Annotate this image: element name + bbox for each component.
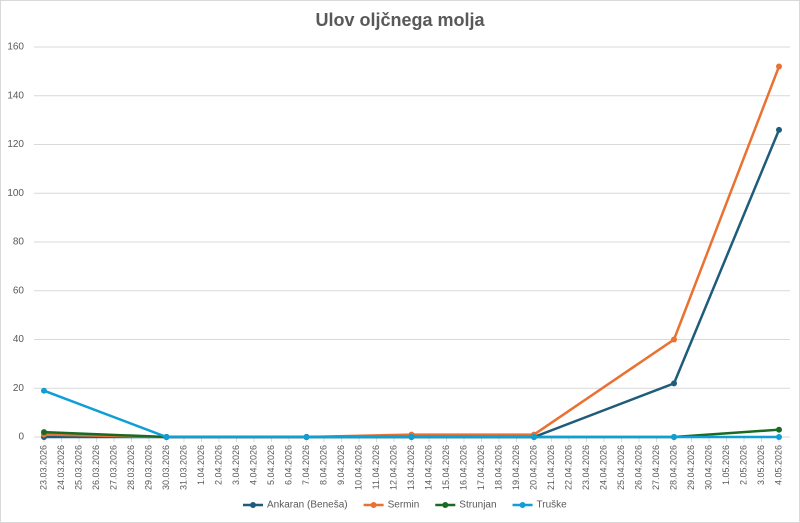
data-point bbox=[671, 336, 677, 343]
x-tick-label: 9.04.2026 bbox=[336, 445, 346, 485]
x-tick-label: 2.04.2026 bbox=[213, 445, 223, 485]
y-tick-label: 120 bbox=[7, 139, 24, 150]
x-tick-label: 26.03.2026 bbox=[91, 445, 101, 490]
legend-marker bbox=[442, 502, 449, 508]
x-tick-label: 30.04.2026 bbox=[703, 445, 713, 490]
x-tick-label: 12.04.2026 bbox=[388, 445, 398, 490]
x-tick-label: 27.03.2026 bbox=[108, 445, 118, 490]
data-point bbox=[408, 434, 415, 440]
x-tick-label: 3.05.2026 bbox=[756, 445, 766, 485]
legend-label: Truške bbox=[537, 500, 568, 511]
x-tick-label: 18.04.2026 bbox=[493, 445, 503, 490]
legend-label: Strunjan bbox=[459, 500, 496, 511]
data-point bbox=[531, 434, 537, 440]
x-tick-label: 4.04.2026 bbox=[248, 445, 258, 485]
y-tick-label: 60 bbox=[13, 285, 25, 296]
x-tick-label: 25.04.2026 bbox=[616, 445, 626, 490]
data-point bbox=[776, 434, 782, 440]
x-tick-label: 20.04.2026 bbox=[528, 445, 538, 490]
x-tick-label: 10.04.2026 bbox=[353, 445, 363, 490]
x-tick-label: 24.03.2026 bbox=[56, 445, 66, 490]
x-tick-label: 5.04.2026 bbox=[266, 445, 276, 485]
x-tick-label: 7.04.2026 bbox=[301, 445, 311, 485]
x-tick-label: 16.04.2026 bbox=[458, 445, 468, 490]
legend: Ankaran (Beneša) Sermin Strunjan Truške bbox=[243, 500, 567, 511]
data-point bbox=[303, 434, 310, 440]
x-tick-label: 14.04.2026 bbox=[423, 445, 433, 490]
x-tick-label: 11.04.2026 bbox=[371, 445, 381, 489]
x-tick-label: 23.03.2026 bbox=[38, 445, 48, 490]
x-tick-label: 31.03.2026 bbox=[178, 445, 188, 490]
y-tick-label: 100 bbox=[7, 188, 24, 199]
x-tick-label: 3.04.2026 bbox=[231, 445, 241, 485]
x-tick-label: 21.04.2026 bbox=[546, 445, 556, 490]
legend-marker bbox=[250, 502, 256, 508]
x-tick-label: 15.04.2026 bbox=[441, 445, 451, 490]
data-point bbox=[41, 387, 47, 394]
data-point bbox=[776, 426, 782, 433]
x-tick-label: 25.03.2026 bbox=[73, 445, 83, 490]
data-point bbox=[163, 434, 170, 440]
data-point bbox=[41, 429, 47, 436]
x-tick-label: 23.04.2026 bbox=[581, 445, 591, 490]
legend-label: Ankaran (Beneša) bbox=[267, 500, 348, 511]
x-tick-label: 17.04.2026 bbox=[476, 445, 486, 490]
data-point bbox=[776, 126, 782, 133]
data-point bbox=[671, 434, 677, 440]
x-tick-label: 19.04.2026 bbox=[511, 445, 521, 490]
x-tick-label: 26.04.2026 bbox=[633, 445, 643, 490]
legend-marker bbox=[370, 502, 377, 508]
x-tick-label: 4.05.2026 bbox=[773, 445, 783, 485]
x-tick-label: 29.04.2026 bbox=[686, 445, 696, 490]
y-tick-label: 20 bbox=[13, 383, 25, 394]
x-tick-label: 1.04.2026 bbox=[196, 445, 206, 485]
data-point bbox=[671, 380, 677, 387]
x-tick-label: 29.03.2026 bbox=[143, 445, 153, 490]
x-tick-label: 8.04.2026 bbox=[318, 445, 328, 485]
x-tick-label: 1.05.2026 bbox=[721, 445, 731, 485]
legend-marker bbox=[519, 502, 526, 508]
data-point bbox=[776, 63, 782, 70]
x-tick-label: 2.05.2026 bbox=[738, 445, 748, 485]
y-tick-label: 0 bbox=[18, 432, 24, 443]
x-tick-label: 24.04.2026 bbox=[598, 445, 608, 490]
x-tick-label: 28.03.2026 bbox=[126, 445, 136, 490]
y-tick-label: 160 bbox=[7, 42, 24, 53]
y-tick-label: 40 bbox=[13, 334, 25, 345]
x-tick-label: 13.04.2026 bbox=[406, 445, 416, 490]
x-tick-label: 30.03.2026 bbox=[161, 445, 171, 490]
x-tick-label: 28.04.2026 bbox=[668, 445, 678, 490]
x-tick-label: 22.04.2026 bbox=[563, 445, 573, 490]
legend-label: Sermin bbox=[388, 500, 420, 511]
y-tick-label: 80 bbox=[13, 237, 25, 248]
x-tick-label: 6.04.2026 bbox=[283, 445, 293, 485]
y-tick-label: 140 bbox=[7, 90, 24, 101]
chart-title: Ulov oljčnega molja bbox=[315, 10, 485, 30]
x-tick-label: 27.04.2026 bbox=[651, 445, 661, 490]
